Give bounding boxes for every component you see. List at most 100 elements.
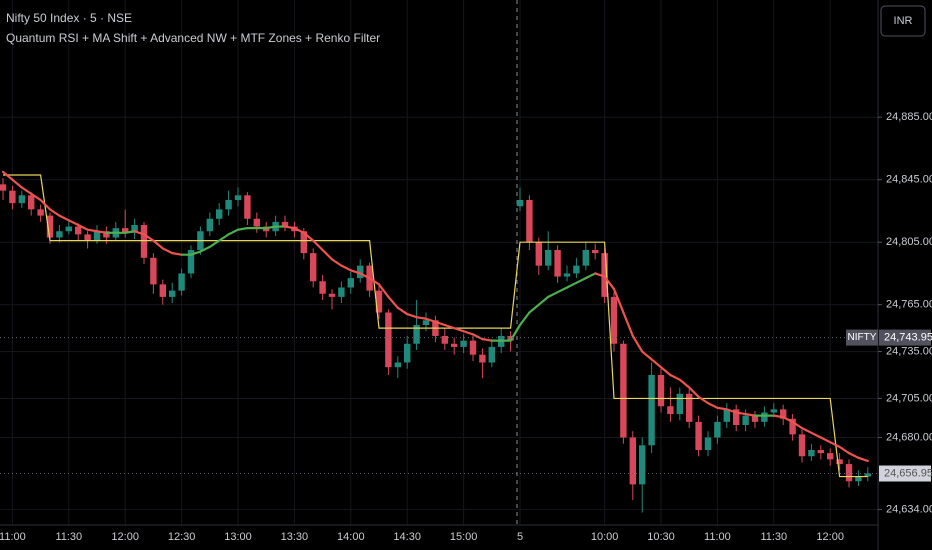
candle-body <box>140 225 148 258</box>
ma-segment <box>321 248 334 261</box>
candle-body <box>103 231 110 238</box>
y-tick-label: 24,680.00 <box>886 431 932 443</box>
price-marker-label: 24,656.95 <box>884 467 932 479</box>
candle-body <box>357 265 364 279</box>
candle-body <box>535 242 542 266</box>
x-tick-label: 10:00 <box>591 531 619 543</box>
candle-body <box>601 253 608 297</box>
candle-body <box>56 231 63 238</box>
ma-segment <box>86 228 99 233</box>
ma-segment <box>396 306 409 316</box>
ma-segment <box>772 414 785 419</box>
ma-segment <box>30 192 42 202</box>
candle-body <box>216 209 223 219</box>
candle-body <box>751 415 759 422</box>
renko-line <box>3 174 868 478</box>
ma-segment <box>471 333 484 341</box>
ma-segment <box>622 311 634 338</box>
candle-body <box>836 459 843 465</box>
ma-segment <box>612 287 625 314</box>
ma-segment <box>443 323 456 330</box>
candle-body <box>733 409 740 425</box>
ma-segment <box>434 320 446 327</box>
candle-body <box>122 228 129 233</box>
ma-segment <box>829 441 841 448</box>
ma-segment <box>283 225 296 230</box>
candle-body <box>28 195 35 210</box>
x-tick-label: 11:30 <box>760 531 787 543</box>
ma-segment <box>594 272 606 278</box>
candle-body <box>629 437 636 485</box>
ma-segment <box>208 239 221 248</box>
ma-segment <box>58 214 70 222</box>
ma-segment <box>659 366 672 377</box>
candle-body <box>573 265 580 274</box>
candle-body <box>855 476 862 482</box>
ma-segment <box>462 330 475 336</box>
candle-body <box>808 450 815 457</box>
ma-segment <box>481 337 493 342</box>
ma-segment <box>641 350 653 361</box>
candle-body <box>37 209 44 216</box>
currency-label[interactable]: INR <box>894 15 913 27</box>
x-tick-label: 12:00 <box>111 531 139 543</box>
candle-body <box>394 362 401 368</box>
candle-body <box>488 346 495 363</box>
candle-body <box>563 273 571 277</box>
candle-body <box>648 375 655 446</box>
ma-segment <box>782 416 794 423</box>
y-tick-label: 24,634.00 <box>886 503 932 515</box>
candle-body <box>780 409 787 419</box>
candle-body <box>187 250 195 274</box>
ma-segment <box>509 323 522 342</box>
candle-body <box>639 445 646 485</box>
ma-segment <box>547 291 559 298</box>
ma-segment <box>236 227 249 231</box>
candle-body <box>18 195 25 204</box>
candle-body <box>310 253 317 282</box>
ma-segment <box>518 311 531 327</box>
ma-segment <box>265 225 277 230</box>
ma-segment <box>735 411 747 416</box>
y-tick-label: 24,705.00 <box>886 392 932 404</box>
ma-segment <box>716 406 728 411</box>
candle-body <box>300 231 307 254</box>
indicator-title: Quantum RSI + MA Shift + Advanced NW + M… <box>6 31 380 45</box>
candle-body <box>93 231 101 241</box>
candle-body <box>178 273 185 291</box>
x-tick-label: 11:00 <box>0 531 26 543</box>
currency-button[interactable] <box>880 5 926 37</box>
ma-segment <box>349 269 362 275</box>
candle-body <box>704 437 712 450</box>
y-tick-label: 24,805.00 <box>886 236 932 248</box>
candle-body <box>845 464 853 482</box>
ma-segment <box>20 186 33 195</box>
candle-body <box>234 195 242 200</box>
x-tick-label: 13:00 <box>224 531 252 543</box>
price-marker-box <box>879 329 931 346</box>
ma-segment <box>528 303 540 314</box>
y-tick-label: 24,885.00 <box>886 111 932 123</box>
ma-segment <box>857 456 869 463</box>
chart-title: Nifty 50 Index · 5 · NSE <box>6 11 132 25</box>
x-tick-label: 13:30 <box>281 531 309 543</box>
price-marker-box <box>879 465 931 482</box>
ma-segment <box>565 281 578 289</box>
candle-body <box>469 340 477 355</box>
ma-segment <box>744 412 757 417</box>
x-tick-label: 11:00 <box>704 531 731 543</box>
ma-segment <box>152 239 164 250</box>
ma-segment <box>312 239 324 252</box>
candle-body <box>592 250 599 254</box>
ma-segment <box>415 316 428 320</box>
ma-segment <box>650 358 663 369</box>
candle-body <box>770 409 777 413</box>
candle-body <box>225 200 232 210</box>
price-marker-name: NIFTY <box>848 332 877 343</box>
candle-body <box>0 184 7 191</box>
ma-segment <box>171 252 183 256</box>
candle-body <box>545 250 552 266</box>
candle-body <box>9 190 16 204</box>
candle-body <box>281 221 289 227</box>
